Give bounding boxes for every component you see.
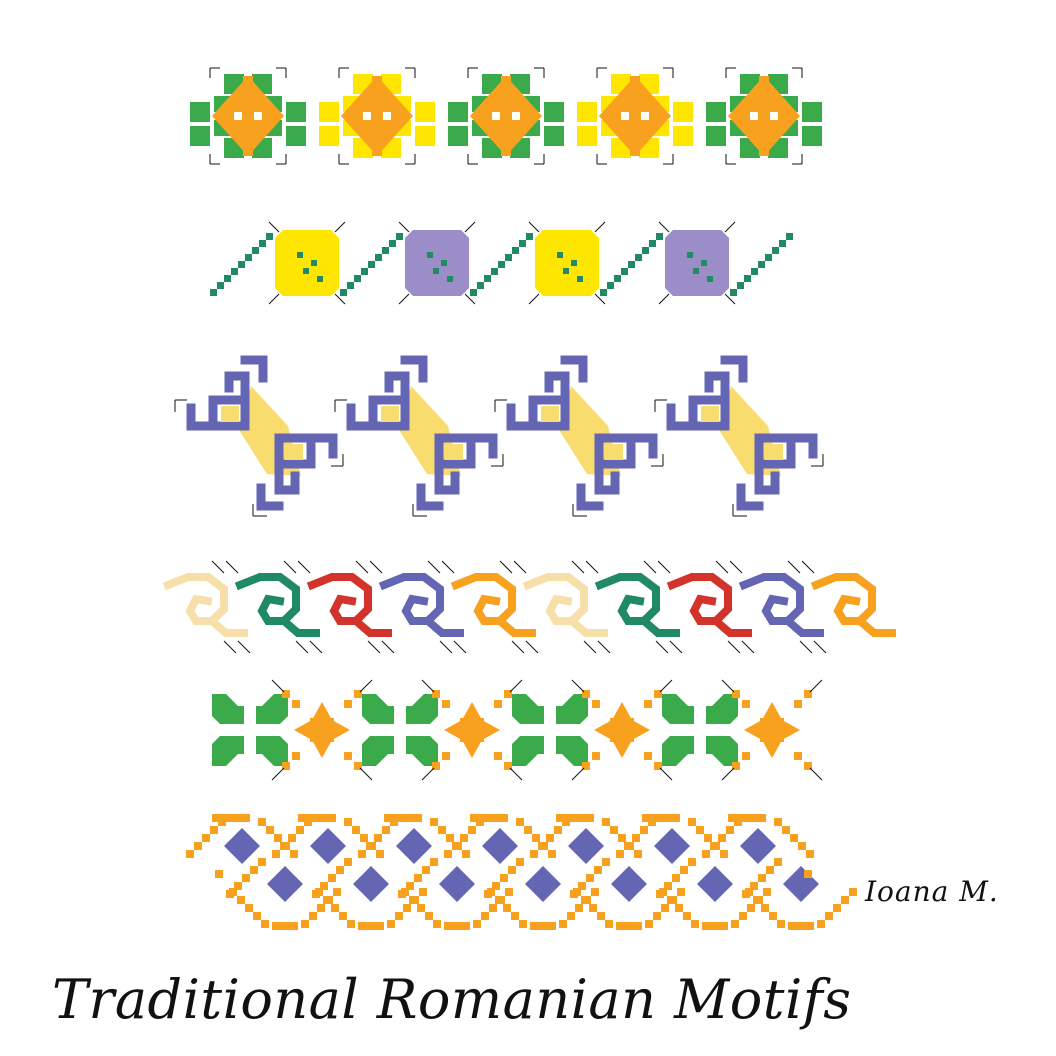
- author-signature: Ioana M.: [865, 875, 999, 908]
- spiral-motif: [810, 573, 896, 637]
- spiral-motif: [378, 560, 467, 654]
- spiral-motif: [666, 560, 755, 654]
- spiral-motif: [450, 560, 539, 654]
- flower-band: [0, 40, 1056, 190]
- hook-cross-motif: [494, 355, 664, 517]
- diamond-motif: [702, 814, 857, 930]
- hook-cross-motif: [334, 355, 504, 517]
- leaf-motif: [512, 694, 588, 766]
- diamond-motif: [616, 814, 771, 930]
- spiral-motif: [162, 560, 251, 654]
- hook-cross-motif: [654, 355, 824, 517]
- vine-square-motif: [210, 221, 346, 305]
- diamond-motif: [272, 814, 427, 930]
- diamond-motif: [530, 814, 685, 930]
- hook-cross-band: [0, 350, 1056, 520]
- spiral-motif: [522, 560, 611, 654]
- page-title: Traditional Romanian Motifs: [52, 968, 852, 1031]
- diamond-motif: [358, 814, 513, 930]
- diamond-motif: [444, 814, 599, 930]
- spiral-motif: [738, 560, 827, 654]
- flower-motif: [319, 67, 435, 165]
- leaf-motif: [362, 694, 438, 766]
- star-motif: [571, 679, 673, 781]
- star-motif: [421, 679, 523, 781]
- spiral-motif: [306, 560, 395, 654]
- diamond-lattice-band: [0, 810, 1056, 935]
- vine-square-motif: [470, 221, 606, 305]
- flower-motif: [190, 67, 306, 165]
- hook-cross-motif: [174, 355, 344, 517]
- diamond-motif: [186, 814, 341, 930]
- flower-motif: [448, 67, 564, 165]
- spiral-wave-band: [0, 555, 1056, 654]
- star-motif: [271, 679, 373, 781]
- leaf-motif: [662, 694, 738, 766]
- spiral-motif: [234, 560, 323, 654]
- vine-square-motif: [340, 221, 476, 305]
- flower-motif: [577, 67, 693, 165]
- vine-square-band: [0, 215, 1056, 315]
- vine-square-motif: [600, 221, 736, 305]
- star-motif: [721, 679, 823, 781]
- leaf-star-band: [0, 679, 1056, 785]
- flower-motif: [706, 67, 822, 165]
- leaf-motif: [212, 694, 288, 766]
- spiral-motif: [594, 560, 683, 654]
